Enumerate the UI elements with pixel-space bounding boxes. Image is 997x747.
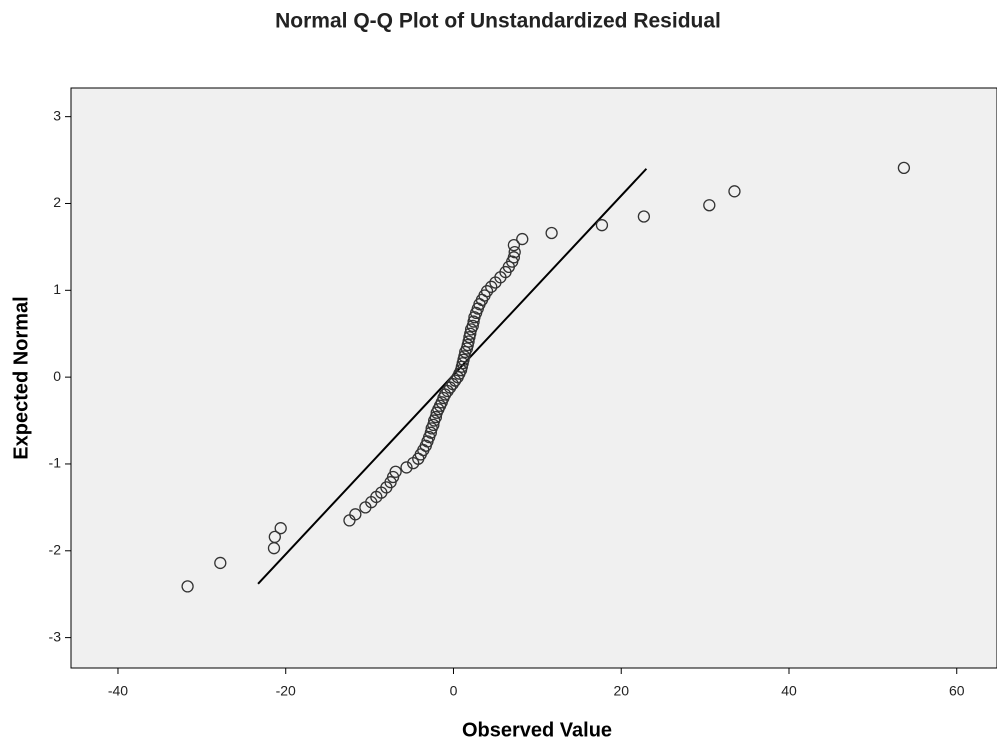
data-point (389, 465, 402, 478)
data-point (467, 315, 480, 328)
data-point (507, 239, 521, 252)
y-tick-label: 0 (53, 368, 61, 384)
data-point (274, 522, 287, 535)
data-point (703, 199, 716, 212)
data-point (480, 285, 494, 298)
y-tick-label: -2 (49, 541, 62, 557)
data-point (181, 580, 194, 593)
data-point (545, 226, 558, 240)
plot-area (70, 87, 997, 669)
x-axis-label: Observed Value (462, 719, 612, 741)
data-point (458, 350, 471, 363)
x-tick-label: 20 (613, 683, 629, 699)
data-point (462, 335, 475, 348)
data-point (507, 251, 521, 264)
x-tick-label: -20 (276, 683, 296, 699)
data-point (424, 426, 437, 439)
data-point (516, 232, 529, 246)
data-point (897, 161, 911, 175)
data-point (485, 280, 498, 293)
data-point (268, 530, 281, 544)
data-point (449, 374, 462, 387)
chart-title: Normal Q-Q Plot of Unstandardized Residu… (275, 10, 721, 33)
y-tick-label: -3 (49, 628, 62, 644)
x-tick-label: 0 (450, 683, 458, 699)
data-point (728, 185, 741, 198)
x-tick-label: 60 (949, 683, 965, 699)
x-tick-label: 40 (781, 683, 797, 699)
data-point (466, 319, 479, 333)
data-point (464, 327, 477, 340)
data-point (595, 219, 609, 232)
y-tick-label: 1 (53, 281, 61, 297)
y-tick-label: 2 (53, 194, 61, 210)
y-tick-label: 3 (53, 107, 61, 123)
y-axis-label: Expected Normal (10, 296, 32, 459)
data-point (427, 418, 440, 432)
data-point (637, 210, 651, 223)
data-point (214, 556, 227, 570)
data-point (349, 508, 362, 521)
data-point (429, 410, 443, 424)
y-tick-label: -1 (49, 455, 62, 471)
x-tick-label: -40 (108, 683, 128, 699)
data-point (400, 461, 413, 474)
data-point (508, 245, 521, 259)
